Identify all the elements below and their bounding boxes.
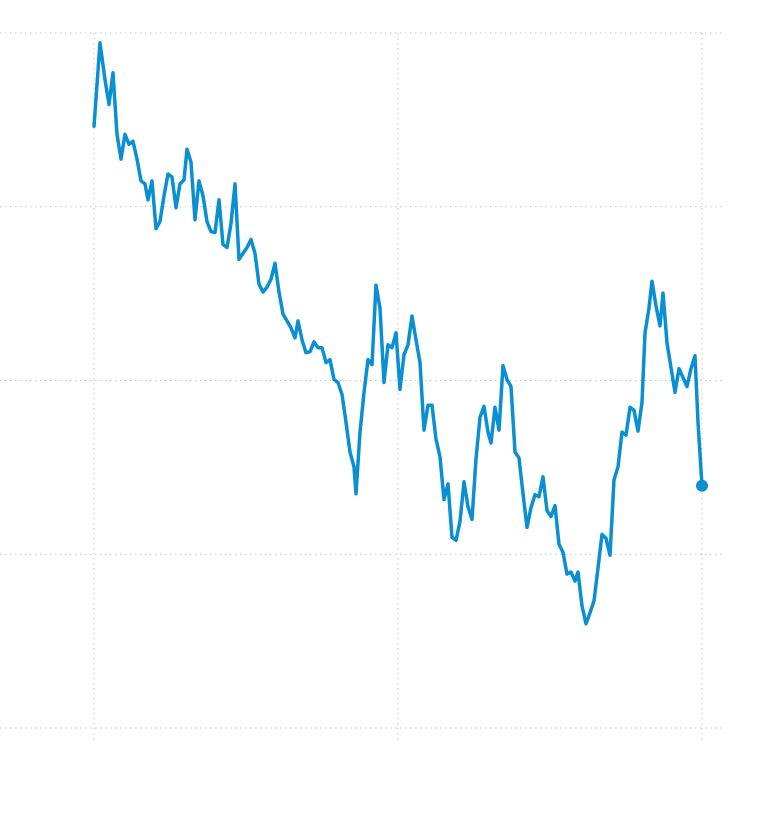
line [92, 41, 704, 626]
end-marker [696, 479, 708, 492]
